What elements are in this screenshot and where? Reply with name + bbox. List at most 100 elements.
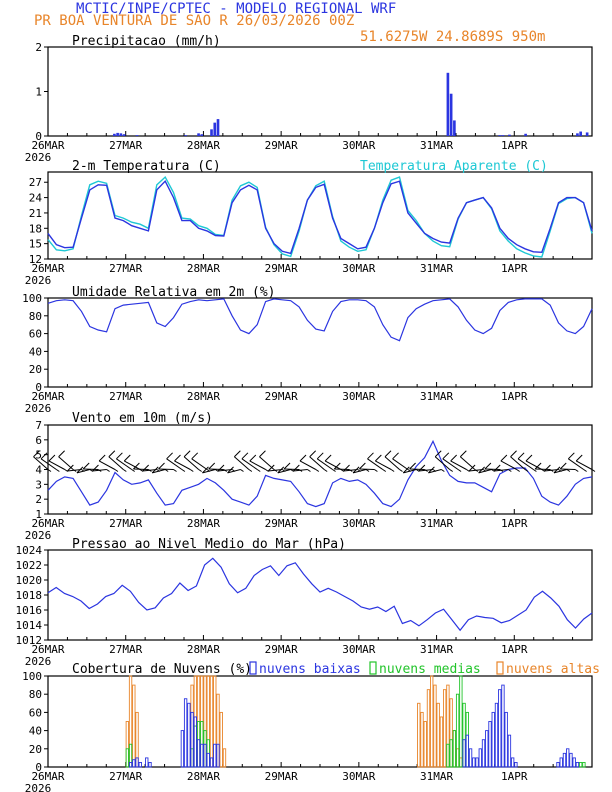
cloud-low-bar — [488, 721, 492, 768]
wind-barb — [478, 466, 495, 474]
cloud-low-bar — [200, 743, 204, 768]
x-tick-label: 26MAR — [31, 517, 64, 530]
wind-barb — [428, 466, 445, 474]
cloud-high-bar — [209, 675, 214, 768]
y-tick-label: 1016 — [16, 604, 43, 617]
legend-swatch — [496, 661, 504, 675]
wind-barb — [367, 452, 387, 472]
cloud-low-bar — [190, 711, 194, 768]
cloud-high-bar — [420, 711, 424, 768]
panel-title: Umidade Relativa em 2m (%) — [72, 285, 276, 300]
cloud-low-bar — [556, 762, 560, 768]
precip-bar — [200, 134, 204, 136]
wind-barb — [559, 462, 579, 472]
cloud-low-bar — [132, 759, 136, 768]
y-tick-label: 6 — [35, 434, 42, 447]
x-tick-label: 27MAR — [109, 517, 142, 530]
cloud-low-bar — [468, 748, 473, 768]
wind-barb — [374, 454, 395, 472]
wind-barb — [108, 450, 127, 472]
x-tick-label: 30MAR — [342, 770, 375, 783]
y-tick-label: 1018 — [16, 589, 43, 602]
cloud-high-bar — [423, 721, 427, 768]
x-tick-label: 27MAR — [109, 643, 142, 656]
cloud-mid-bar — [582, 762, 586, 768]
x-tick-label: 31MAR — [420, 770, 453, 783]
x-tick-label: 31MAR — [420, 262, 453, 275]
cloud-low-bar — [566, 748, 570, 768]
cloud-low-bar — [481, 739, 486, 768]
cloud-low-bar — [514, 762, 518, 768]
wind-barb — [359, 462, 378, 472]
x-tick-label: 1APR — [501, 643, 528, 656]
precip-bar — [508, 134, 511, 136]
x-tick-label: 30MAR — [342, 262, 375, 275]
wind-barb — [459, 450, 479, 472]
cloud-low-bar — [206, 752, 210, 768]
x-tick-label: 28MAR — [187, 139, 220, 152]
wind-barb — [510, 450, 529, 472]
wind-barb — [183, 450, 202, 472]
cloud-low-bar — [135, 757, 139, 768]
x-tick-label: 29MAR — [265, 390, 298, 403]
wind-barb — [227, 466, 244, 474]
wind-barb — [450, 454, 470, 472]
x-tick-label: 30MAR — [342, 517, 375, 530]
wind-barb — [352, 466, 370, 474]
y-tick-label: 60 — [29, 706, 42, 719]
precip-bar — [216, 119, 220, 136]
x-tick-label: 1APR — [501, 139, 528, 152]
x-tick-label: 26MAR — [31, 643, 64, 656]
y-tick-label: 1014 — [16, 619, 43, 632]
y-tick-label: 80 — [29, 310, 42, 323]
panel-frame — [47, 171, 593, 260]
y-tick-label: 12 — [29, 253, 42, 266]
x-tick-label: 28MAR — [187, 517, 220, 530]
precip-bar — [122, 134, 126, 136]
station-coordinates: 51.6275W 24.8689S 950m — [360, 29, 546, 45]
precip-bar — [119, 133, 123, 136]
y-tick-label: 1022 — [16, 559, 43, 572]
wind-barb — [174, 454, 194, 472]
precip-bar — [585, 132, 589, 136]
cloud-low-bar — [209, 757, 214, 768]
year-label: 2026 — [25, 402, 52, 415]
cloud-low-bar — [465, 734, 470, 768]
panel-frame — [47, 46, 593, 137]
cloud-mid-bar — [578, 762, 583, 768]
precip-bar — [197, 133, 200, 136]
x-tick-label: 28MAR — [187, 262, 220, 275]
precip-bar — [576, 133, 579, 136]
cloud-low-bar — [138, 762, 142, 768]
precip-bar — [498, 135, 502, 136]
cloud-low-bar — [180, 730, 185, 768]
x-tick-label: 27MAR — [109, 390, 142, 403]
cloud-mid-bar — [125, 748, 130, 768]
cloud-low-bar — [507, 734, 512, 768]
panel-frame — [47, 549, 593, 641]
cloud-high-bar — [439, 716, 444, 768]
cloud-low-bar — [462, 739, 466, 768]
cloud-low-bar — [575, 762, 580, 768]
x-tick-label: 29MAR — [265, 770, 298, 783]
cloud-mid-bar — [449, 739, 453, 768]
precip-bar — [501, 135, 505, 136]
y-tick-label: 40 — [29, 345, 42, 358]
wind-barb — [202, 466, 219, 474]
y-tick-label: 100 — [22, 292, 42, 305]
precip-bar — [524, 133, 527, 136]
wind-speed-line — [47, 439, 593, 508]
x-tick-label: 30MAR — [342, 643, 375, 656]
legend-swatch — [369, 661, 377, 675]
y-tick-label: 100 — [22, 670, 42, 683]
x-tick-label: 26MAR — [31, 770, 64, 783]
y-tick-label: 1 — [35, 86, 42, 99]
apparent-temperature-line — [47, 175, 593, 258]
wind-barb — [241, 452, 261, 472]
y-tick-label: 2 — [35, 41, 42, 54]
x-tick-label: 31MAR — [420, 139, 453, 152]
cloud-low-bar — [475, 757, 479, 768]
panel-title: Pressao ao Nivel Medio do Mar (hPa) — [72, 537, 346, 552]
y-tick-label: 1024 — [16, 544, 43, 557]
x-tick-label: 30MAR — [342, 139, 375, 152]
